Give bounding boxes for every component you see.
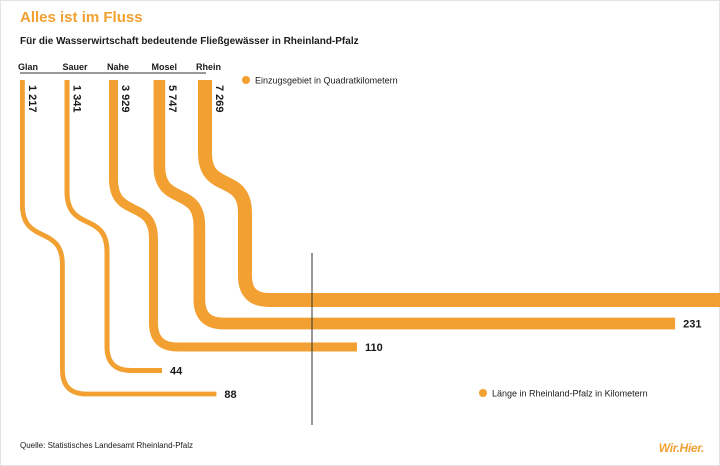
legend-length-label: Länge in Rheinland-Pfalz in Kilometern bbox=[492, 389, 648, 399]
length-value-sauer: 44 bbox=[170, 366, 183, 378]
brand-logo: Wir.Hier. bbox=[658, 441, 705, 455]
legend-area: Einzugsgebiet in Quadratkilometern bbox=[242, 76, 398, 86]
area-value-glan: 1 217 bbox=[26, 85, 38, 113]
rivers-layer bbox=[19, 80, 720, 397]
river-rhein bbox=[198, 80, 720, 307]
source-note: Quelle: Statistisches Landesamt Rheinlan… bbox=[20, 441, 193, 450]
river-nahe bbox=[109, 80, 357, 352]
legend-area-dot bbox=[242, 76, 250, 84]
legend-length: Länge in Rheinland-Pfalz in Kilometern bbox=[479, 389, 648, 399]
length-value-mosel: 231 bbox=[683, 319, 701, 331]
river-name-nahe: Nahe bbox=[107, 62, 129, 72]
legend-area-label: Einzugsgebiet in Quadratkilometern bbox=[255, 76, 398, 86]
river-mosel bbox=[153, 80, 676, 330]
area-value-rhein: 7 269 bbox=[213, 85, 225, 113]
river-name-glan: Glan bbox=[18, 62, 38, 72]
area-value-sauer: 1 341 bbox=[71, 85, 83, 113]
area-value-mosel: 5 747 bbox=[166, 85, 178, 113]
river-glan bbox=[19, 80, 217, 397]
river-name-rhein: Rhein bbox=[196, 62, 221, 72]
chart-title: Alles ist im Fluss bbox=[20, 9, 143, 26]
river-name-sauer: Sauer bbox=[63, 62, 89, 72]
length-value-glan: 88 bbox=[224, 389, 236, 401]
river-sauer bbox=[64, 80, 163, 374]
length-value-nahe: 110 bbox=[365, 342, 383, 354]
legend-length-dot bbox=[479, 389, 487, 397]
river-name-mosel: Mosel bbox=[152, 62, 178, 72]
area-value-nahe: 3 929 bbox=[119, 85, 131, 113]
labels-layer: Glan 1 217 88 Sauer 1 341 44 Nahe 3 929 110 Mosel… bbox=[18, 62, 701, 401]
chart-subtitle: Für die Wasserwirtschaft bedeutende Flie… bbox=[20, 36, 359, 47]
